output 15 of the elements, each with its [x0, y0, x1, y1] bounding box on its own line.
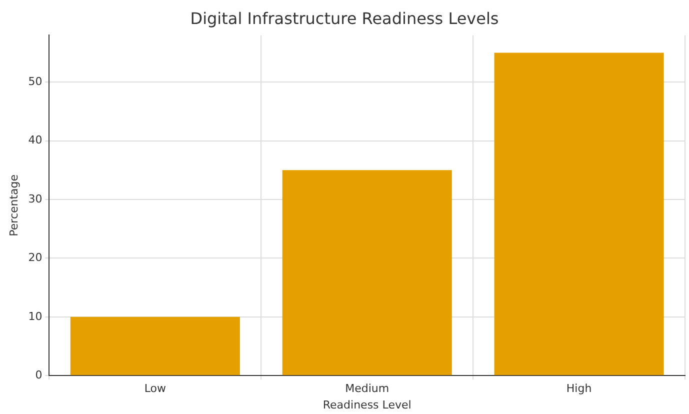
y-tick-label: 0: [35, 368, 42, 382]
y-axis-title: Percentage: [7, 174, 20, 236]
y-tick-label: 10: [28, 310, 42, 323]
bar: [70, 316, 240, 376]
x-tick-label: Low: [144, 382, 166, 396]
bar: [282, 170, 452, 376]
y-tick-label: 20: [28, 251, 42, 264]
y-tick-label: 40: [28, 134, 42, 147]
x-tick-label: Medium: [345, 382, 390, 396]
y-tick-label: 50: [28, 75, 42, 88]
x-tick-label: High: [566, 382, 592, 396]
bar: [494, 52, 664, 376]
chart-title: Digital Infrastructure Readiness Levels: [190, 8, 499, 28]
y-tick-label: 30: [28, 192, 42, 206]
x-axis-title: Readiness Level: [322, 398, 412, 412]
